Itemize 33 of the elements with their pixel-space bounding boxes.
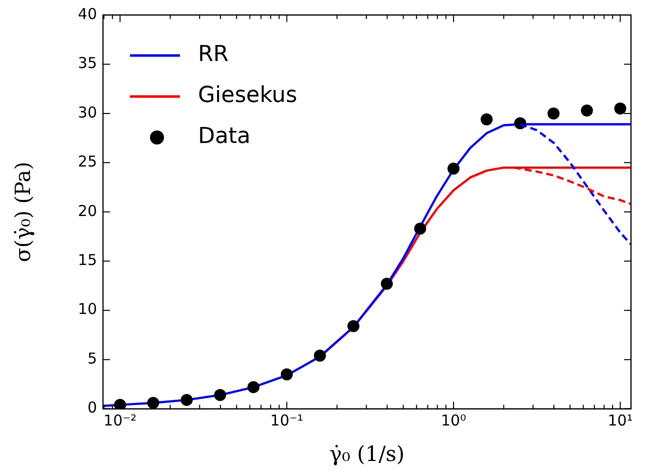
- y-tick-label: 15: [78, 251, 97, 270]
- point: [548, 107, 560, 120]
- legend-label: RR: [198, 42, 229, 68]
- x-axis-title: γ̇₀ (1/s): [329, 442, 405, 466]
- y-tick-label: 5: [87, 349, 97, 368]
- y-tick-label: 10: [78, 300, 97, 318]
- point: [280, 368, 293, 380]
- point: [414, 222, 426, 235]
- point: [214, 389, 226, 402]
- legend-label: Giesekus: [198, 83, 298, 108]
- y-tick-label: 40: [78, 4, 97, 23]
- point: [147, 396, 160, 409]
- x-tick-label: 10⁰: [440, 412, 466, 430]
- y-tick-label: 35: [78, 54, 97, 72]
- y-tick-label: 25: [78, 152, 97, 171]
- point: [448, 162, 460, 175]
- x-tick-label: 10¹: [608, 412, 633, 430]
- x-tick-label: 10⁻²: [104, 412, 137, 430]
- point: [380, 278, 393, 290]
- x-tick-label: 10⁻¹: [270, 412, 304, 430]
- y-tick-label: 30: [78, 103, 97, 122]
- y-tick-label: 20: [78, 202, 97, 220]
- point: [347, 320, 360, 332]
- y-tick-label: 0: [87, 398, 97, 417]
- point: [314, 350, 326, 362]
- point: [247, 381, 260, 394]
- point: [480, 113, 493, 126]
- point: [114, 398, 126, 409]
- point: [180, 394, 193, 406]
- point: [614, 102, 626, 115]
- y-axis-title: σ(γ̇₀) (Pa): [11, 162, 36, 262]
- legend-label: Data: [198, 124, 251, 150]
- point: [580, 104, 593, 116]
